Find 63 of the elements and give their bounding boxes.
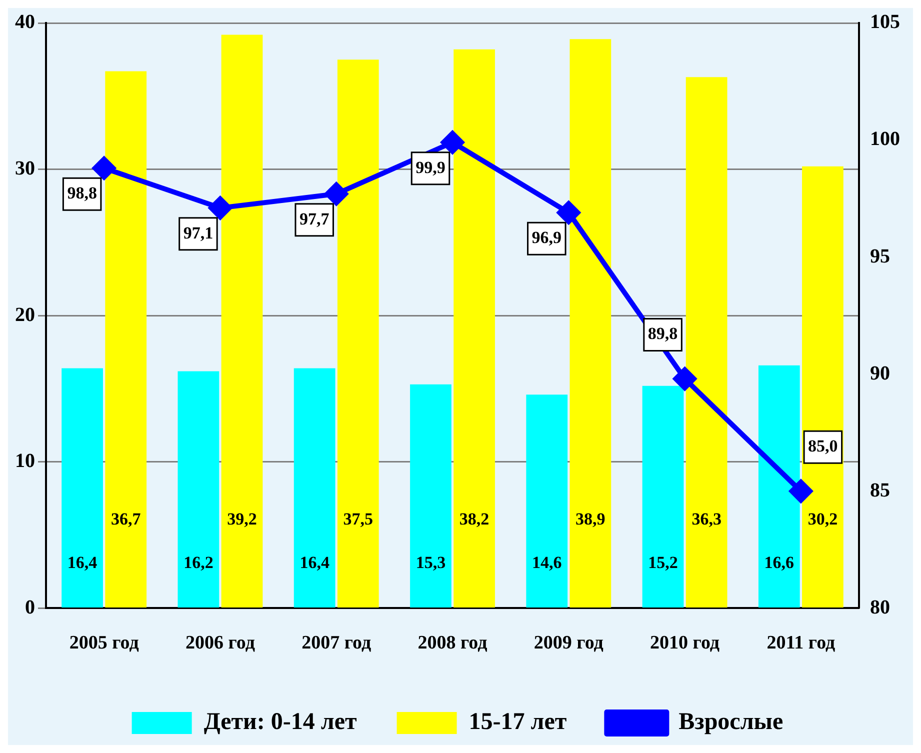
point [557, 201, 580, 224]
point [92, 156, 116, 180]
data-label: 16,4 [67, 553, 98, 572]
data-label: 96,9 [532, 228, 562, 247]
data-label: 16,2 [184, 553, 214, 572]
data-label: 39,2 [227, 509, 257, 528]
legend-label: 15-17 лет [468, 709, 567, 736]
bar [802, 166, 844, 608]
data-label: 30,2 [808, 509, 838, 528]
data-label: 38,9 [576, 509, 606, 528]
data-label: 97,7 [299, 209, 330, 228]
y-tick-label: 30 [15, 157, 35, 180]
bar [410, 384, 452, 608]
bar [294, 368, 336, 608]
point [441, 130, 464, 154]
x-tick-label: 2005 год [69, 632, 140, 654]
data-label: 97,1 [183, 223, 214, 242]
x-tick-label: 2006 год [185, 632, 256, 654]
y-tick-label: 40 [15, 11, 35, 34]
bar [62, 368, 103, 608]
data-label: 85,0 [808, 436, 838, 456]
x-tick-label: 2011 год [766, 632, 836, 654]
legend-label: Взрослые [678, 709, 784, 736]
y-tick-label: 10 [15, 450, 35, 472]
data-label: 14,6 [532, 553, 562, 572]
data-label: 36,7 [110, 509, 142, 528]
data-label: 16,4 [300, 553, 330, 572]
y2-tick-label: 100 [870, 128, 900, 150]
bar [337, 60, 379, 608]
y2-tick-label: 95 [870, 245, 890, 268]
data-label: 38,2 [459, 509, 490, 528]
data-label: 37,5 [343, 509, 374, 528]
x-tick-label: 2009 год [534, 632, 604, 654]
bar [221, 34, 263, 608]
x-tick-label: 2008 год [418, 632, 488, 654]
data-label: 99,9 [416, 158, 446, 177]
bar [686, 77, 728, 608]
bar [454, 49, 495, 608]
data-label: 15,2 [648, 553, 678, 572]
bar [758, 365, 800, 608]
point [789, 480, 812, 503]
data-label: 16,6 [764, 553, 794, 572]
point [673, 367, 696, 390]
data-label: 98,8 [67, 184, 97, 203]
y-tick-label: 0 [25, 596, 35, 618]
x-tick-label: 2007 год [302, 632, 372, 654]
bar [570, 39, 612, 608]
data-label: 89,8 [648, 324, 678, 344]
point [324, 182, 348, 206]
point [208, 196, 232, 220]
y2-tick-label: 90 [870, 362, 890, 384]
bar [526, 394, 568, 608]
data-label: 15,3 [416, 553, 446, 572]
y2-tick-label: 80 [870, 596, 890, 618]
legend-label: Дети: 0-14 лет [204, 709, 357, 736]
y-tick-label: 20 [15, 304, 35, 326]
x-tick-label: 2010 год [650, 632, 720, 654]
bar [178, 371, 220, 608]
bar [642, 386, 684, 608]
data-label: 36,3 [692, 509, 722, 528]
y2-tick-label: 105 [870, 11, 900, 34]
y2-tick-label: 85 [870, 479, 890, 502]
bar [105, 71, 147, 608]
